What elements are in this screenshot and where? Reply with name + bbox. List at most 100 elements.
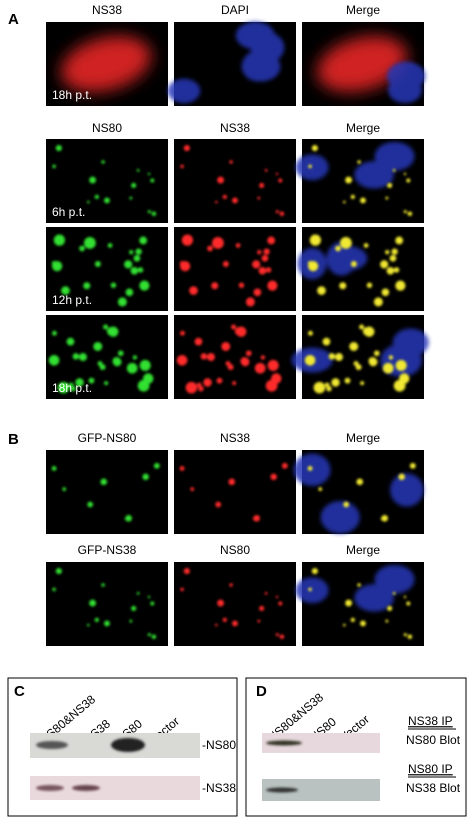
punctum	[264, 592, 268, 595]
punctum	[386, 266, 395, 275]
punctum	[104, 197, 110, 204]
punctum	[215, 200, 218, 204]
punctum	[403, 595, 407, 599]
punctum	[267, 280, 278, 291]
punctum	[124, 260, 133, 269]
punctum	[355, 364, 362, 371]
punctum	[245, 350, 252, 357]
punctum	[368, 357, 378, 367]
punctum	[124, 517, 127, 521]
column-header: Merge	[346, 543, 380, 557]
column-header: Merge	[346, 431, 380, 445]
column-header: DAPI	[221, 3, 249, 17]
punctum	[270, 473, 277, 481]
punctum	[147, 595, 151, 599]
punctum	[179, 466, 185, 471]
blot-label: NS38 Blot	[406, 781, 461, 795]
punctum	[151, 634, 157, 640]
punctum	[357, 583, 361, 587]
punctum	[103, 324, 109, 330]
punctum	[183, 145, 190, 152]
punctum	[232, 620, 238, 627]
punctum	[94, 617, 99, 623]
punctum	[343, 623, 346, 627]
punctum	[407, 211, 413, 217]
puncta	[52, 568, 157, 640]
band-label: -NS80	[202, 738, 236, 752]
band	[36, 741, 68, 749]
punctum	[279, 634, 285, 640]
punctum	[185, 381, 198, 394]
punctum	[139, 359, 151, 371]
nucleus	[392, 328, 429, 357]
punctum	[406, 601, 411, 606]
punctum	[373, 297, 383, 307]
punctum	[129, 250, 134, 255]
punctum	[180, 330, 185, 336]
blot-strip	[262, 779, 380, 801]
punctum	[75, 378, 84, 387]
punctum	[206, 353, 215, 362]
punctum	[395, 280, 406, 291]
punctum	[359, 324, 365, 330]
punctum	[229, 583, 233, 587]
punctum	[360, 381, 365, 386]
punctum	[235, 243, 241, 248]
blot-strip	[262, 733, 380, 753]
punctum	[363, 243, 369, 248]
punctum	[133, 254, 141, 262]
ip-label: NS38 IP	[408, 714, 453, 728]
punctum	[66, 337, 75, 346]
punctum	[307, 466, 313, 471]
punctum	[328, 353, 336, 360]
band	[72, 785, 100, 791]
punctum	[101, 160, 105, 164]
column-header: Merge	[346, 3, 380, 17]
punctum	[409, 462, 416, 469]
puncta	[304, 324, 410, 394]
punctum	[278, 601, 283, 606]
nucleus	[235, 21, 275, 50]
puncta	[180, 145, 285, 217]
ip-label: NS80 IP	[408, 762, 453, 776]
punctum	[373, 350, 380, 357]
puncta	[307, 234, 406, 307]
punctum	[253, 288, 262, 297]
punctum	[125, 288, 134, 297]
punctum	[275, 172, 279, 176]
punctum	[101, 583, 105, 587]
punctum	[181, 234, 194, 246]
punctum	[194, 337, 203, 346]
punctum	[279, 211, 285, 217]
punctum	[196, 382, 202, 388]
panel-box	[7, 677, 238, 817]
puncta	[180, 568, 285, 640]
time-label: 6h p.t.	[52, 205, 85, 219]
punctum	[281, 462, 288, 469]
punctum	[322, 337, 331, 346]
punctum	[270, 373, 282, 384]
punctum	[275, 210, 279, 214]
punctum	[131, 182, 137, 188]
punctum	[407, 634, 413, 640]
punctum	[53, 234, 66, 246]
punctum	[345, 599, 353, 607]
punctum	[253, 514, 260, 522]
punctum	[57, 381, 70, 394]
puncta	[48, 324, 154, 394]
punctum	[153, 462, 160, 469]
punctum	[87, 623, 90, 627]
column-header: NS38	[92, 3, 122, 17]
punctum	[366, 282, 373, 288]
punctum	[180, 164, 184, 169]
punctum	[55, 145, 62, 152]
punctum	[70, 385, 76, 392]
punctum	[62, 487, 67, 491]
punctum	[147, 633, 151, 637]
punctum	[216, 377, 223, 384]
punctum	[267, 236, 276, 245]
punctum	[68, 382, 74, 388]
punctum	[395, 236, 404, 245]
punctum	[403, 172, 407, 176]
punctum	[150, 178, 155, 183]
